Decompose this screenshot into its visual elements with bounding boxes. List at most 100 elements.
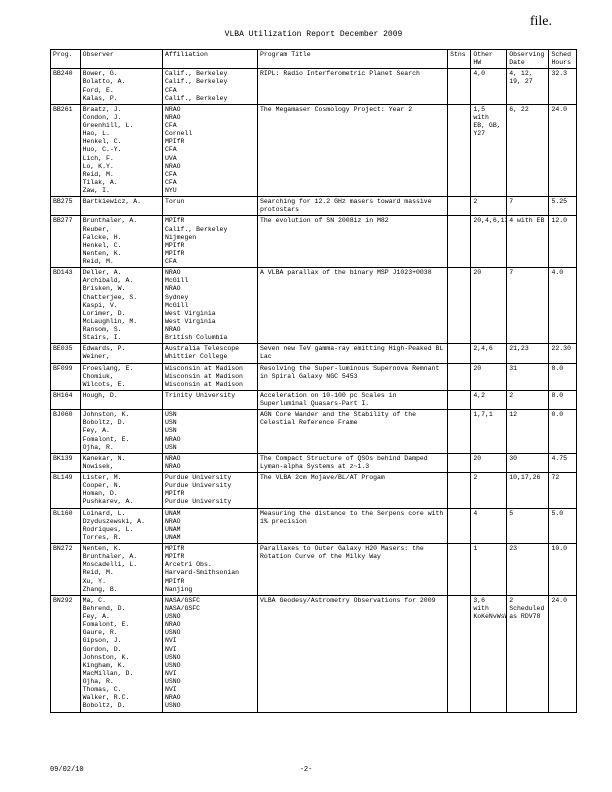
cell: 2 — [507, 390, 549, 409]
cell — [448, 69, 471, 105]
cell: Seven new TeV gamma-ray emitting High-Pe… — [257, 344, 447, 363]
cell: 24.0 — [549, 595, 577, 712]
table-row: BN272Nenten, K. Brunthaler, A. Moscadell… — [51, 544, 577, 596]
cell: Johnston, K. Boboltz, D. Fey, A. Fomalon… — [80, 410, 162, 454]
cell: AGN Core Wander and the Stability of the… — [257, 410, 447, 454]
cell: BK139 — [51, 453, 81, 472]
cell: The Compact Structure of QSOs behind Dam… — [257, 453, 447, 472]
cell: 20 — [471, 453, 507, 472]
cell: Lister, M. Cooper, N. Homan, D. Pushkare… — [80, 473, 162, 509]
cell: NRAO McGill NRAO Sydney McGill West Virg… — [162, 268, 257, 344]
handwritten-note: file. — [530, 14, 552, 30]
cell: 20 — [471, 268, 507, 344]
cell: BJ060 — [51, 410, 81, 454]
cell: The evolution of SN 2008iz in M82 — [257, 216, 447, 268]
table-row: BN292Ma, C. Behrend, D. Fey, A. Fomalont… — [51, 595, 577, 712]
cell — [448, 390, 471, 409]
cell: 5.0 — [549, 508, 577, 544]
cell: 22.30 — [549, 344, 577, 363]
cell — [448, 104, 471, 196]
cell: USN USN USN NRAO USN — [162, 410, 257, 454]
cell: MPIfR MPIfR Arcetri Obs. Harvard-Smithso… — [162, 544, 257, 596]
cell: 7 — [507, 197, 549, 216]
cell: Kanekar, N. Nowisek, — [80, 453, 162, 472]
cell: 4,2 — [471, 390, 507, 409]
cell: 72 — [549, 473, 577, 509]
cell: 31 — [507, 363, 549, 390]
cell — [448, 508, 471, 544]
cell: 0.0 — [549, 410, 577, 454]
cell: 4.0 — [549, 268, 577, 344]
cell: Loinard, L. Dzyduszewski, A. Rodriques, … — [80, 508, 162, 544]
cell: 24.0 — [549, 104, 577, 196]
cell: BH164 — [51, 390, 81, 409]
cell: VLBA Geodesy/Astrometry Observations for… — [257, 595, 447, 712]
table-row: BF099Froeslang, E. Chomiuk, Wilcots, E.W… — [51, 363, 577, 390]
col-header: Sched Hours — [549, 50, 577, 69]
cell — [448, 595, 471, 712]
cell: NRAO NRAO CFA Cornell MPIfR CFA UVA NRAO… — [162, 104, 257, 196]
cell: Braatz, J. Condon, J. Greenhill, L. Hao,… — [80, 104, 162, 196]
col-header: Stns — [448, 50, 471, 69]
cell: BB275 — [51, 197, 81, 216]
cell: BB261 — [51, 104, 81, 196]
cell: BD143 — [51, 268, 81, 344]
cell — [448, 473, 471, 509]
cell: 1 — [471, 544, 507, 596]
table-row: BK139Kanekar, N. Nowisek, NRAO NRAOThe C… — [51, 453, 577, 472]
cell: 4.75 — [549, 453, 577, 472]
table-row: BL160Loinard, L. Dzyduszewski, A. Rodriq… — [51, 508, 577, 544]
cell: BL149 — [51, 473, 81, 509]
cell: Acceleration on 10-100 pc Scales in Supe… — [257, 390, 447, 409]
cell: 5 — [507, 508, 549, 544]
cell: 2,4,6 — [471, 344, 507, 363]
cell: 5.25 — [549, 197, 577, 216]
cell: Calif., Berkeley Calif., Berkeley CFA Ca… — [162, 69, 257, 105]
cell: A VLBA parallax of the binary MSP J1023+… — [257, 268, 447, 344]
cell: Wisconsin at Madison Wisconsin at Madiso… — [162, 363, 257, 390]
cell: Measuring the distance to the Serpens co… — [257, 508, 447, 544]
cell: Brunthaler, A. Reuber, Falcke, H. Henkel… — [80, 216, 162, 268]
col-header: Affiliation — [162, 50, 257, 69]
cell: Bower, G. Bolatto, A. Ford, E. Kalas, P. — [80, 69, 162, 105]
cell: Torun — [162, 197, 257, 216]
table-body: BB240Bower, G. Bolatto, A. Ford, E. Kala… — [51, 69, 577, 712]
cell: 2 — [471, 473, 507, 509]
cell: BN292 — [51, 595, 81, 712]
col-header: Observer — [80, 50, 162, 69]
col-header: Prog. — [51, 50, 81, 69]
cell: UNAM NRAO UNAM UNAM — [162, 508, 257, 544]
cell: Parallaxes to Outer Galaxy H20 Masers: t… — [257, 544, 447, 596]
cell: 2 Scheduled as RDV78 — [507, 595, 549, 712]
cell — [448, 544, 471, 596]
table-row: BB240Bower, G. Bolatto, A. Ford, E. Kala… — [51, 69, 577, 105]
cell: 12 — [507, 410, 549, 454]
cell: The VLBA 2cm Mojave/BL/AT Progam — [257, 473, 447, 509]
cell: 21,23 — [507, 344, 549, 363]
cell: 3,6 with KoKeNvWsWfMcZc — [471, 595, 507, 712]
cell: Deller, A. Archibald, A. Brisken, W. Cha… — [80, 268, 162, 344]
cell: MPIfR Calif., Berkeley Nijmegen MPIfR MP… — [162, 216, 257, 268]
cell: 20 — [471, 363, 507, 390]
cell: BB240 — [51, 69, 81, 105]
cell: NRAO NRAO — [162, 453, 257, 472]
cell: BL160 — [51, 508, 81, 544]
cell: 1,5 with EB, GB, Y27 — [471, 104, 507, 196]
cell: NASA/GSFC NASA/GSFC USNO NRAO USNO NVI N… — [162, 595, 257, 712]
col-header: Other HW — [471, 50, 507, 69]
utilization-table: Prog.ObserverAffiliationProgram TitleStn… — [50, 49, 577, 713]
cell: 8.0 — [549, 390, 577, 409]
table-row: BJ060Johnston, K. Boboltz, D. Fey, A. Fo… — [51, 410, 577, 454]
cell: Resolving the Super-luminous Supernova R… — [257, 363, 447, 390]
cell: Hough, D. — [80, 390, 162, 409]
cell: 6, 22 — [507, 104, 549, 196]
col-header: Program Title — [257, 50, 447, 69]
cell: RIPL: Radio Interferometric Planet Searc… — [257, 69, 447, 105]
table-row: BB277Brunthaler, A. Reuber, Falcke, H. H… — [51, 216, 577, 268]
cell: 4,0 — [471, 69, 507, 105]
cell: 10.0 — [549, 544, 577, 596]
cell: Trinity University — [162, 390, 257, 409]
cell: 7 — [507, 268, 549, 344]
cell: BN272 — [51, 544, 81, 596]
cell: 1,7,1 — [471, 410, 507, 454]
